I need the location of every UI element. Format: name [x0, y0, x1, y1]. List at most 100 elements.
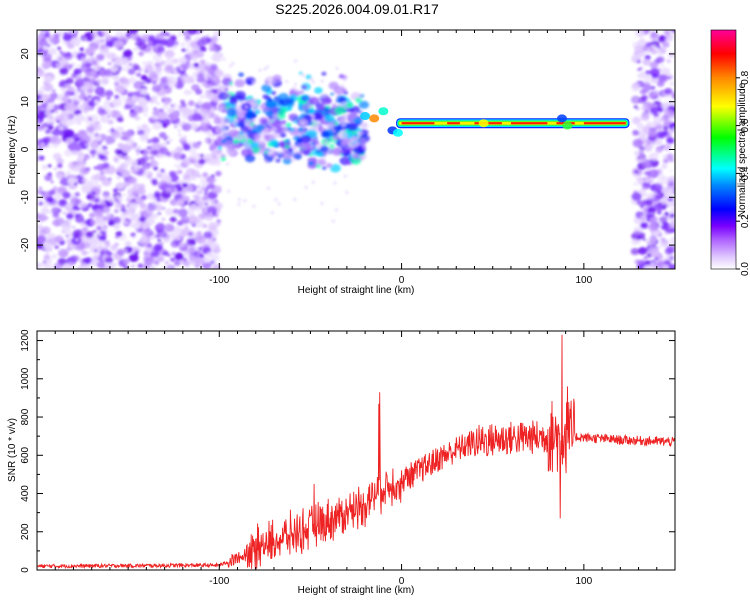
noise-cell: [89, 114, 99, 123]
noise-cell: [53, 167, 57, 171]
noise-cell: [637, 247, 648, 255]
noise-cell: [77, 154, 85, 162]
noise-cell: [108, 197, 116, 204]
scatter-cell: [308, 108, 315, 114]
noise-cell: [177, 121, 184, 127]
faint-cell: [312, 80, 316, 84]
noise-cell: [54, 235, 64, 243]
noise-cell: [200, 95, 204, 99]
noise-cell: [657, 68, 662, 72]
noise-cell: [123, 180, 131, 187]
scatter-cell: [289, 127, 295, 132]
noise-cell: [68, 86, 76, 93]
scatter-cell: [320, 145, 329, 153]
noise-cell: [203, 231, 213, 239]
noise-cell: [96, 217, 107, 227]
noise-cell: [38, 38, 48, 47]
noise-cell: [184, 38, 190, 44]
noise-cell: [631, 84, 641, 92]
noise-cell: [91, 255, 98, 261]
faint-cell: [227, 189, 231, 193]
snr-x-tick-label: 0: [399, 576, 405, 587]
scatter-cell: [221, 139, 226, 144]
noise-cell: [56, 120, 60, 123]
noise-cell: [97, 108, 106, 115]
noise-cell: [196, 230, 202, 236]
noise-cell: [52, 129, 61, 137]
noise-cell: [213, 159, 221, 166]
noise-cell: [638, 67, 643, 71]
noise-cell: [127, 91, 133, 96]
noise-cell: [181, 122, 192, 132]
noise-cell: [57, 163, 63, 168]
faint-cell: [340, 84, 344, 88]
scatter-cell: [234, 90, 246, 100]
noise-cell: [59, 56, 66, 62]
scatter-cell: [340, 142, 348, 148]
noise-cell: [134, 30, 139, 33]
scatter-cell: [360, 122, 369, 129]
noise-cell: [76, 265, 84, 269]
noise-cell: [182, 143, 191, 151]
colorbar-tick-label: 0.6: [740, 118, 750, 132]
noise-cell: [81, 258, 87, 262]
noise-cell: [52, 186, 58, 191]
noise-cell: [211, 133, 216, 137]
noise-cell: [48, 97, 55, 104]
noise-cell: [87, 95, 92, 99]
faint-cell: [220, 124, 224, 128]
noise-cell: [639, 38, 646, 44]
noise-cell: [190, 152, 201, 161]
noise-cell: [197, 185, 201, 188]
noise-cell: [51, 109, 55, 113]
scatter-cell: [293, 152, 302, 160]
noise-cell: [178, 241, 186, 248]
noise-cell: [88, 117, 93, 121]
heatmap-x-tick-label: 0: [399, 275, 405, 286]
noise-cell: [157, 238, 162, 243]
noise-cell: [137, 125, 142, 130]
noise-cell: [642, 58, 651, 66]
scatter-cell: [285, 122, 292, 127]
noise-cell: [111, 110, 122, 119]
noise-cell: [209, 242, 220, 251]
noise-cell: [203, 90, 215, 100]
noise-cell: [54, 137, 63, 144]
colorbar-ticks: 0.0 0.2 0.4 0.6 0.8: [736, 70, 750, 276]
noise-cell: [161, 142, 168, 148]
scatter-cell: [334, 121, 339, 126]
noise-cell: [204, 212, 210, 218]
noise-cell: [135, 145, 142, 151]
noise-cell: [121, 77, 130, 85]
noise-cell: [202, 126, 208, 131]
noise-cell: [58, 199, 67, 206]
noise-cell: [154, 204, 164, 212]
noise-cell: [94, 135, 102, 142]
noise-cell: [139, 150, 144, 154]
noise-cell: [149, 150, 155, 155]
noise-cell: [146, 146, 150, 149]
scatter-cell: [243, 119, 252, 126]
noise-cell: [168, 170, 176, 177]
noise-right-cells: [630, 30, 675, 269]
noise-cell: [130, 232, 136, 238]
noise-cell: [633, 105, 638, 109]
scatter-cell: [347, 112, 358, 120]
noise-cell: [128, 222, 136, 228]
noise-cell: [61, 95, 71, 103]
noise-cell: [142, 170, 153, 179]
noise-cell: [657, 220, 661, 224]
noise-cell: [112, 216, 121, 224]
noise-cell: [650, 85, 656, 90]
noise-cell: [129, 76, 137, 83]
snr-y-tick-label: 0: [20, 567, 31, 573]
noise-cell: [105, 212, 113, 219]
noise-cell: [60, 119, 67, 126]
noise-cell: [208, 212, 214, 217]
noise-cell: [79, 201, 88, 209]
noise-cell: [53, 191, 63, 199]
noise-cell: [127, 187, 138, 197]
noise-cell: [98, 235, 107, 242]
faint-cell: [220, 53, 224, 57]
noise-cell: [88, 178, 99, 188]
